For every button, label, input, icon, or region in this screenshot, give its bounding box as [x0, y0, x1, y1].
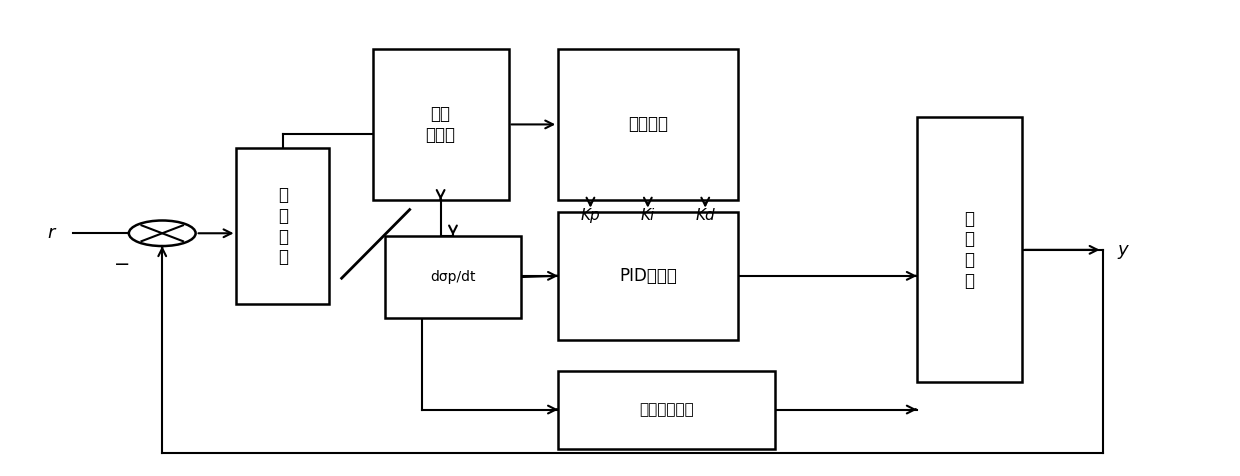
FancyBboxPatch shape — [558, 212, 738, 340]
FancyBboxPatch shape — [558, 49, 738, 200]
Text: Kd: Kd — [696, 208, 715, 223]
FancyBboxPatch shape — [237, 148, 330, 304]
FancyBboxPatch shape — [372, 49, 508, 200]
Text: 论域
调节器: 论域 调节器 — [425, 105, 455, 144]
Text: −: − — [114, 255, 131, 274]
Text: y: y — [1117, 241, 1128, 259]
Text: PID控制器: PID控制器 — [619, 267, 677, 285]
Text: Ki: Ki — [641, 208, 655, 223]
Text: 匀速开关控制: 匀速开关控制 — [639, 402, 693, 417]
FancyBboxPatch shape — [916, 117, 1022, 382]
Text: dσp/dt: dσp/dt — [430, 270, 476, 284]
Text: r: r — [47, 224, 55, 242]
Text: 偏
差
判
断: 偏 差 判 断 — [278, 186, 288, 267]
Text: 模糊推理: 模糊推理 — [627, 115, 668, 133]
FancyBboxPatch shape — [384, 236, 521, 318]
Text: Kp: Kp — [580, 208, 600, 223]
Text: 何
服
气
缸: 何 服 气 缸 — [965, 209, 975, 290]
FancyBboxPatch shape — [558, 370, 775, 448]
